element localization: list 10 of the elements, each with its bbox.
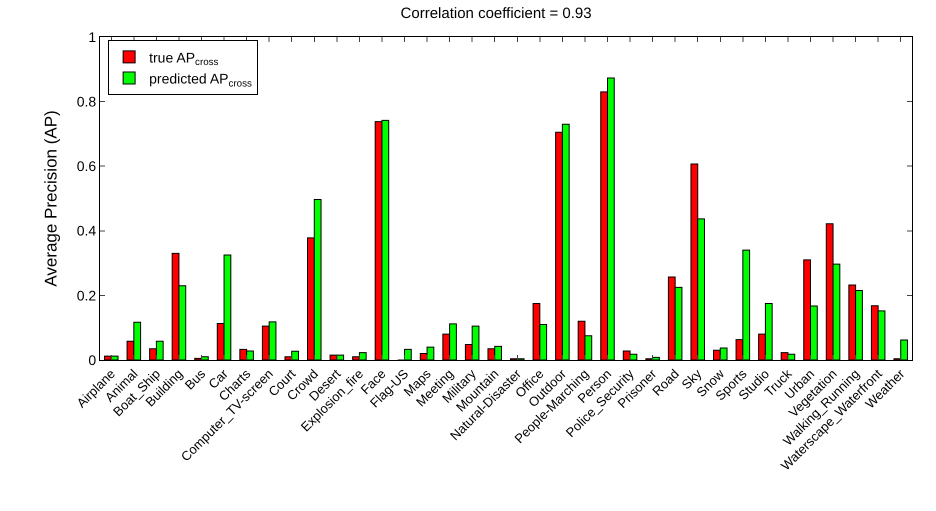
y-tick-label: 0.8 xyxy=(76,94,96,110)
y-tick-label: 0.4 xyxy=(76,222,96,239)
y-tick-label: 0 xyxy=(88,352,96,368)
chart-title: Correlation coefficient = 0.93 xyxy=(400,5,592,22)
legend-label: predicted AP$_{cross}$ xyxy=(149,70,252,90)
y-tick-label: 1 xyxy=(88,28,96,45)
y-tick-label: 0.2 xyxy=(76,287,96,304)
legend-label: true AP$_{cross}$ xyxy=(149,49,219,68)
y-tick-label: 0.6 xyxy=(76,158,96,174)
y-axis-title: Average Precision (AP) xyxy=(41,110,60,287)
